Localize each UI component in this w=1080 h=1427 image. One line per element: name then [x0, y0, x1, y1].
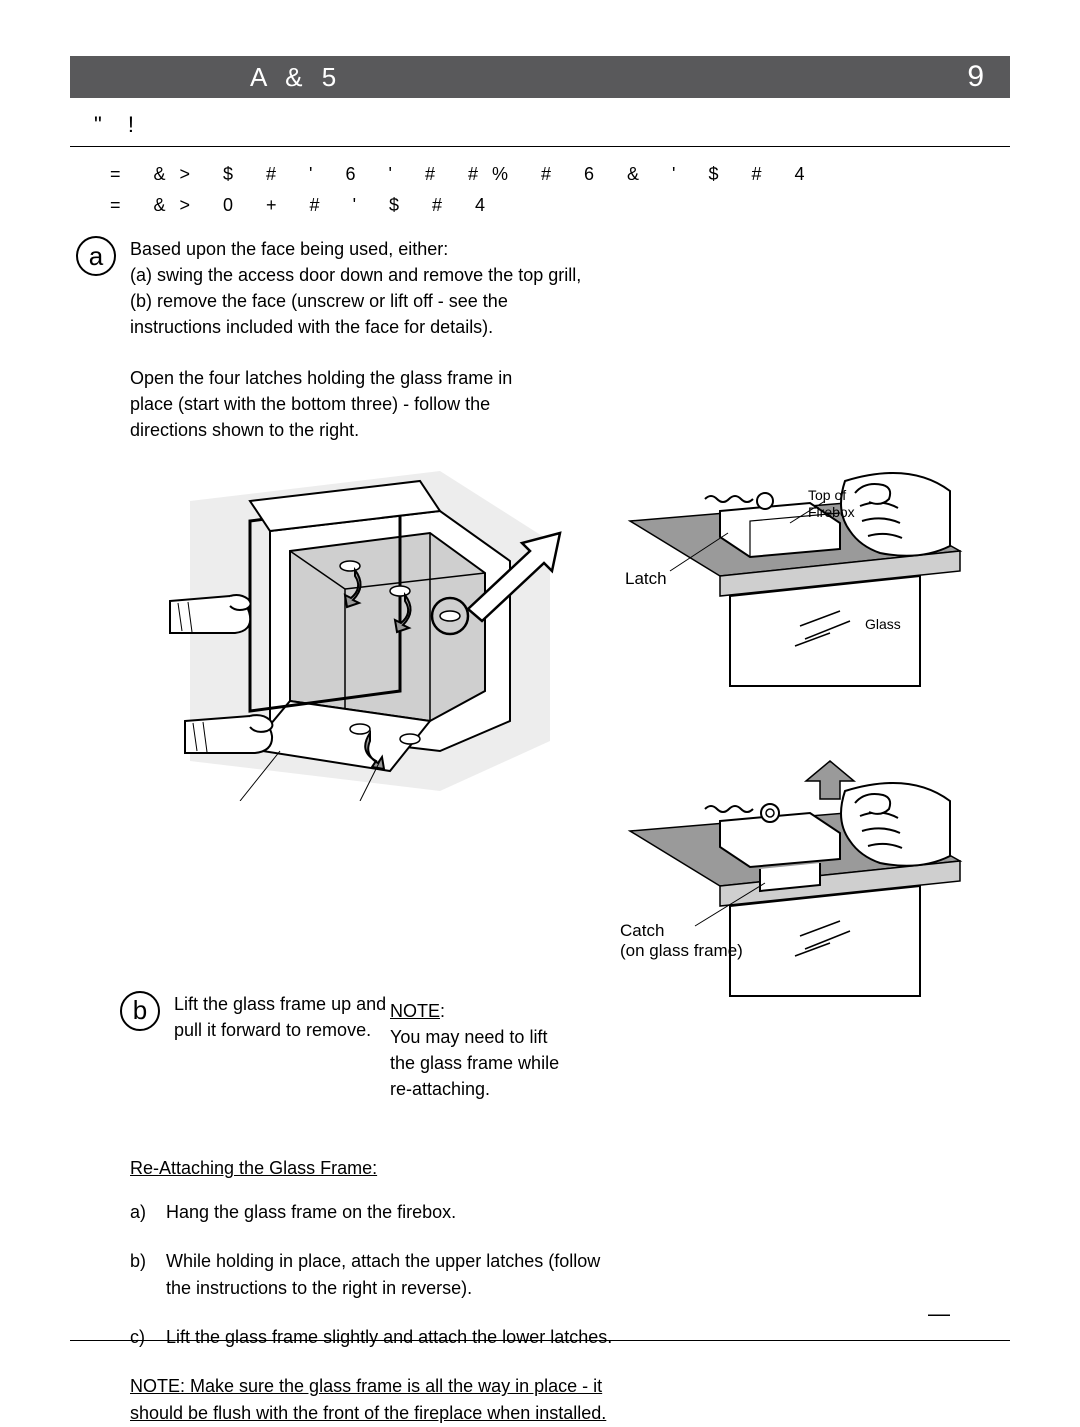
item-text: Lift the glass frame slightly and attach… — [166, 1324, 612, 1351]
on-glass-frame-label: (on glass frame) — [620, 941, 743, 961]
note-block: NOTE: You may need to lift the glass fra… — [390, 998, 570, 1102]
diagram-row: Latch Top of Firebox Glass — [70, 461, 1010, 1001]
side-diagrams: Latch Top of Firebox Glass — [580, 461, 1010, 1001]
symbol-line: = &> 0 + # ' $ # 4 — [70, 190, 1010, 221]
list-item: c) Lift the glass frame slightly and att… — [130, 1324, 1010, 1351]
item-label: b) — [130, 1248, 150, 1302]
text-line: Based upon the face being used, either: — [130, 236, 581, 262]
page-number: 9 — [967, 60, 984, 94]
item-text: While holding in place, attach the upper… — [166, 1248, 606, 1302]
subheader: " ! — [70, 112, 1010, 138]
step-a-marker: a — [76, 236, 116, 276]
page: A & 5 9 " ! = &> $ # ' 6 ' # #% # 6 & ' … — [0, 0, 1080, 1397]
header-bar: A & 5 9 — [70, 56, 1010, 98]
top-of-firebox-label: Top of Firebox — [808, 487, 855, 521]
bottom-rule — [70, 1340, 1010, 1341]
symbol-line: = &> $ # ' 6 ' # #% # 6 & ' $ # 4 — [70, 159, 1010, 190]
step-a: a Based upon the face being used, either… — [70, 236, 1010, 340]
list-item: b) While holding in place, attach the up… — [130, 1248, 1010, 1302]
reattach-list: a) Hang the glass frame on the firebox. … — [130, 1199, 1010, 1351]
latch-paragraph: Open the four latches holding the glass … — [130, 365, 560, 443]
step-b-text: Lift the glass frame up and pull it forw… — [174, 991, 394, 1043]
reattach-heading: Re-Attaching the Glass Frame: — [130, 1158, 1010, 1179]
final-note: NOTE: Make sure the glass frame is all t… — [130, 1373, 640, 1427]
divider — [70, 146, 1010, 147]
note-body: You may need to lift the glass frame whi… — [390, 1027, 559, 1099]
header-title: A & 5 — [250, 62, 342, 93]
text-line: (a) swing the access door down and remov… — [130, 262, 581, 288]
latch-label: Latch — [625, 569, 667, 589]
note-heading: NOTE — [390, 1001, 440, 1021]
list-item: a) Hang the glass frame on the firebox. — [130, 1199, 1010, 1226]
glass-label: Glass — [865, 616, 901, 632]
step-b-marker: b — [120, 991, 160, 1031]
catch-diagram-icon — [610, 751, 970, 1001]
text-line: (b) remove the face (unscrew or lift off… — [130, 288, 581, 314]
item-label: c) — [130, 1324, 150, 1351]
footer-dash: — — [928, 1301, 950, 1327]
catch-detail-bottom: Catch (on glass frame) — [610, 751, 1010, 1001]
item-text: Hang the glass frame on the firebox. — [166, 1199, 456, 1226]
latch-detail-top: Latch Top of Firebox Glass — [610, 461, 1010, 691]
step-a-text: Based upon the face being used, either: … — [130, 236, 581, 340]
main-diagram — [130, 461, 580, 1001]
item-label: a) — [130, 1199, 150, 1226]
catch-label: Catch — [620, 921, 664, 941]
firebox-illustration — [130, 461, 580, 801]
text-line: instructions included with the face for … — [130, 314, 581, 340]
